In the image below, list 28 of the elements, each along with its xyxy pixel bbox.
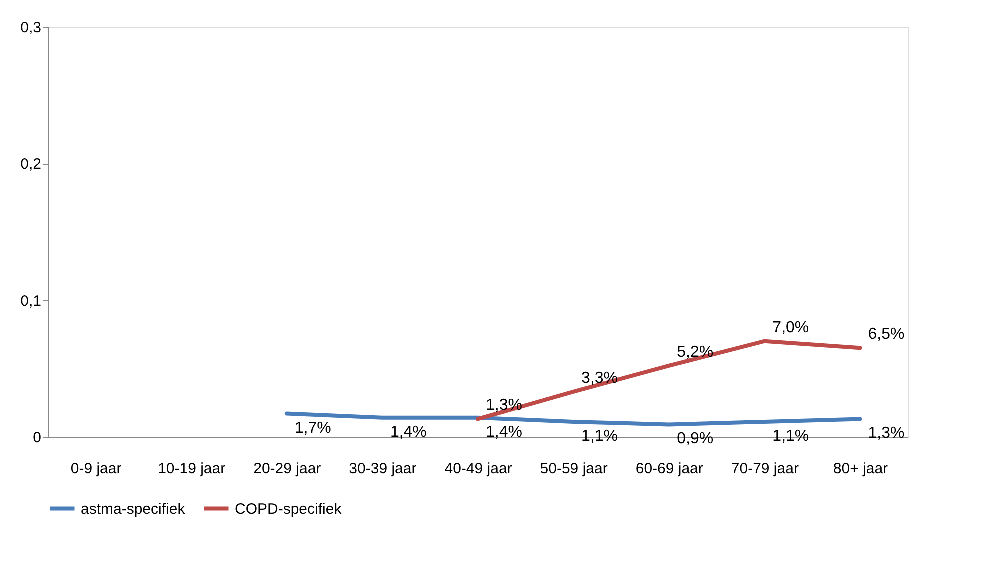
data-label: 3,3% xyxy=(582,370,618,387)
data-label: 1,1% xyxy=(582,428,618,445)
x-tick-label: 50-59 jaar xyxy=(540,460,608,478)
y-tick-label: 0,3 xyxy=(20,20,42,36)
y-tick-label: 0,1 xyxy=(20,292,42,310)
legend-label: COPD-specifiek xyxy=(235,500,342,518)
x-tick-label: 0-9 jaar xyxy=(70,460,122,478)
y-tick-label: 0,2 xyxy=(20,156,42,174)
y-tick-label: 0 xyxy=(33,430,42,446)
data-label: 1,4% xyxy=(390,424,427,441)
x-tick-label: 40-49 jaar xyxy=(444,460,512,478)
data-label: 0,9% xyxy=(677,430,714,448)
data-label: 1,3% xyxy=(868,425,905,442)
x-tick-label: 80+ jaar xyxy=(833,460,888,478)
data-label: 6,5% xyxy=(868,326,905,344)
data-label: 7,0% xyxy=(772,319,810,336)
x-tick-label: 70-79 jaar xyxy=(731,460,799,478)
data-label: 1,4% xyxy=(486,424,522,441)
x-tick-label: 10-19 jaar xyxy=(158,460,226,478)
x-tick-label: 30-39 jaar xyxy=(349,460,417,478)
x-tick-label: 20-29 jaar xyxy=(254,460,322,478)
data-label: 1,7% xyxy=(294,420,332,437)
x-tick-label: 60-69 jaar xyxy=(636,460,704,478)
data-label: 1,1% xyxy=(772,428,810,445)
line-series xyxy=(476,339,862,422)
data-label: 5,2% xyxy=(677,344,714,361)
legend-label: astma-specifiek xyxy=(81,500,186,518)
data-label: 1,3% xyxy=(486,397,522,414)
